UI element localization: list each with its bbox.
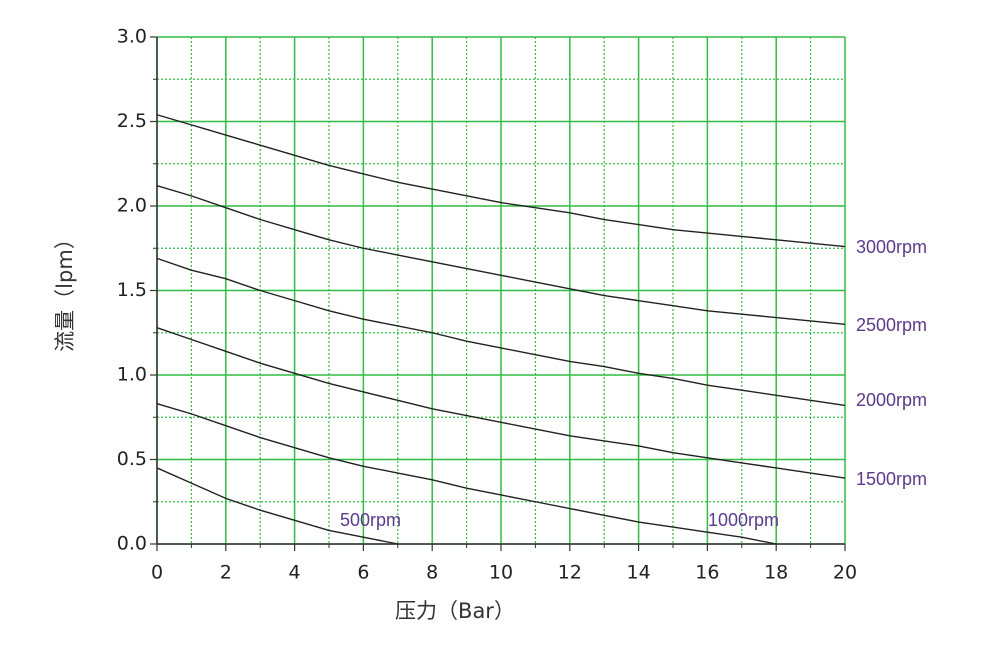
y-tick-label: 0.5 xyxy=(117,448,147,470)
series-line xyxy=(156,467,398,545)
series-line xyxy=(156,185,846,325)
x-tick-label: 12 xyxy=(558,562,582,584)
series-line xyxy=(156,114,846,248)
series-label: 1500rpm xyxy=(856,469,927,489)
series-label: 3000rpm xyxy=(856,237,927,257)
x-tick-label: 0 xyxy=(151,562,163,584)
series-label: 500rpm xyxy=(340,510,401,530)
series-label: 2000rpm xyxy=(856,390,927,410)
x-tick-label: 14 xyxy=(627,562,651,584)
x-axis-title: 压力（Bar） xyxy=(395,599,515,623)
y-tick-label: 1.5 xyxy=(117,279,147,301)
x-tick-label: 16 xyxy=(695,562,719,584)
y-axis-title: 流量（lpm） xyxy=(53,228,77,352)
y-tick-label: 2.5 xyxy=(117,110,147,132)
series-label: 1000rpm xyxy=(708,510,779,530)
series-label: 2500rpm xyxy=(856,315,927,335)
y-tick-label: 1.0 xyxy=(117,364,147,386)
y-tick-label: 3.0 xyxy=(117,26,147,48)
x-tick-label: 2 xyxy=(220,562,232,584)
y-tick-label: 2.0 xyxy=(117,195,147,217)
x-tick-label: 20 xyxy=(833,562,857,584)
series-line xyxy=(156,327,846,479)
x-tick-label: 4 xyxy=(289,562,301,584)
series-line xyxy=(156,403,777,545)
x-tick-label: 10 xyxy=(489,562,513,584)
series-line xyxy=(156,257,846,407)
x-tick-label: 8 xyxy=(426,562,438,584)
x-tick-label: 18 xyxy=(764,562,788,584)
y-tick-label: 0.0 xyxy=(117,533,147,555)
x-tick-label: 6 xyxy=(357,562,369,584)
